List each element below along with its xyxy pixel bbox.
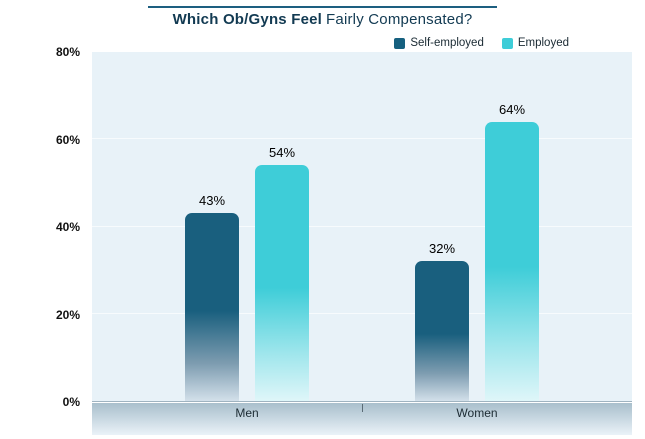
gridline (92, 225, 632, 227)
bar-employed-men: 54% (255, 52, 309, 401)
legend-swatch (394, 37, 406, 49)
title-rule (148, 6, 497, 8)
y-axis-labels: 0% 20% 40% 60% 80% (0, 45, 86, 409)
bars-row: 43% 54% 32% 64% (92, 52, 632, 401)
legend: Self-employed Employed (394, 37, 569, 49)
chart-title-regular: Fairly Compensated? (326, 11, 473, 28)
y-tick-label: 20% (55, 307, 80, 322)
chart-title-bold: Which Ob/Gyns Feel (172, 11, 323, 28)
bar-self-employed-men: 43% (185, 52, 239, 401)
bar-value-label: 64% (498, 101, 526, 117)
legend-item-employed: Employed (501, 37, 569, 49)
bar-employed-women: 64% (485, 52, 539, 401)
x-axis-labels: Men Women (92, 406, 632, 420)
plot-area: 43% 54% 32% 64% (92, 52, 632, 402)
bar-value-label: 32% (428, 241, 456, 257)
bar-self-employed-women: 32% (415, 52, 469, 401)
gridline (92, 312, 632, 314)
y-tick-label: 60% (55, 132, 80, 147)
legend-item-self-employed: Self-employed (394, 37, 484, 49)
bar (185, 213, 239, 401)
x-axis-band: Men Women (92, 403, 632, 435)
y-tick-label: 40% (55, 220, 80, 234)
legend-swatch (501, 37, 513, 49)
y-tick-label: 80% (55, 45, 80, 59)
bar-group-women: 32% 64% (362, 52, 592, 401)
gridline (92, 138, 632, 140)
x-axis-tick (362, 404, 363, 412)
bar-value-label: 54% (268, 145, 296, 161)
bar-group-men: 43% 54% (132, 52, 362, 401)
legend-label: Employed (517, 37, 569, 49)
x-axis-label-men: Men (235, 406, 259, 420)
bar (415, 261, 469, 401)
bar (255, 165, 309, 401)
chart-title: Which Ob/Gyns Feel Fairly Compensated? (0, 11, 645, 28)
legend-label: Self-employed (410, 37, 484, 49)
x-axis-label-women: Women (456, 406, 498, 420)
bar-value-label: 43% (198, 193, 226, 209)
bar (485, 121, 539, 401)
y-tick-label: 0% (62, 395, 80, 409)
